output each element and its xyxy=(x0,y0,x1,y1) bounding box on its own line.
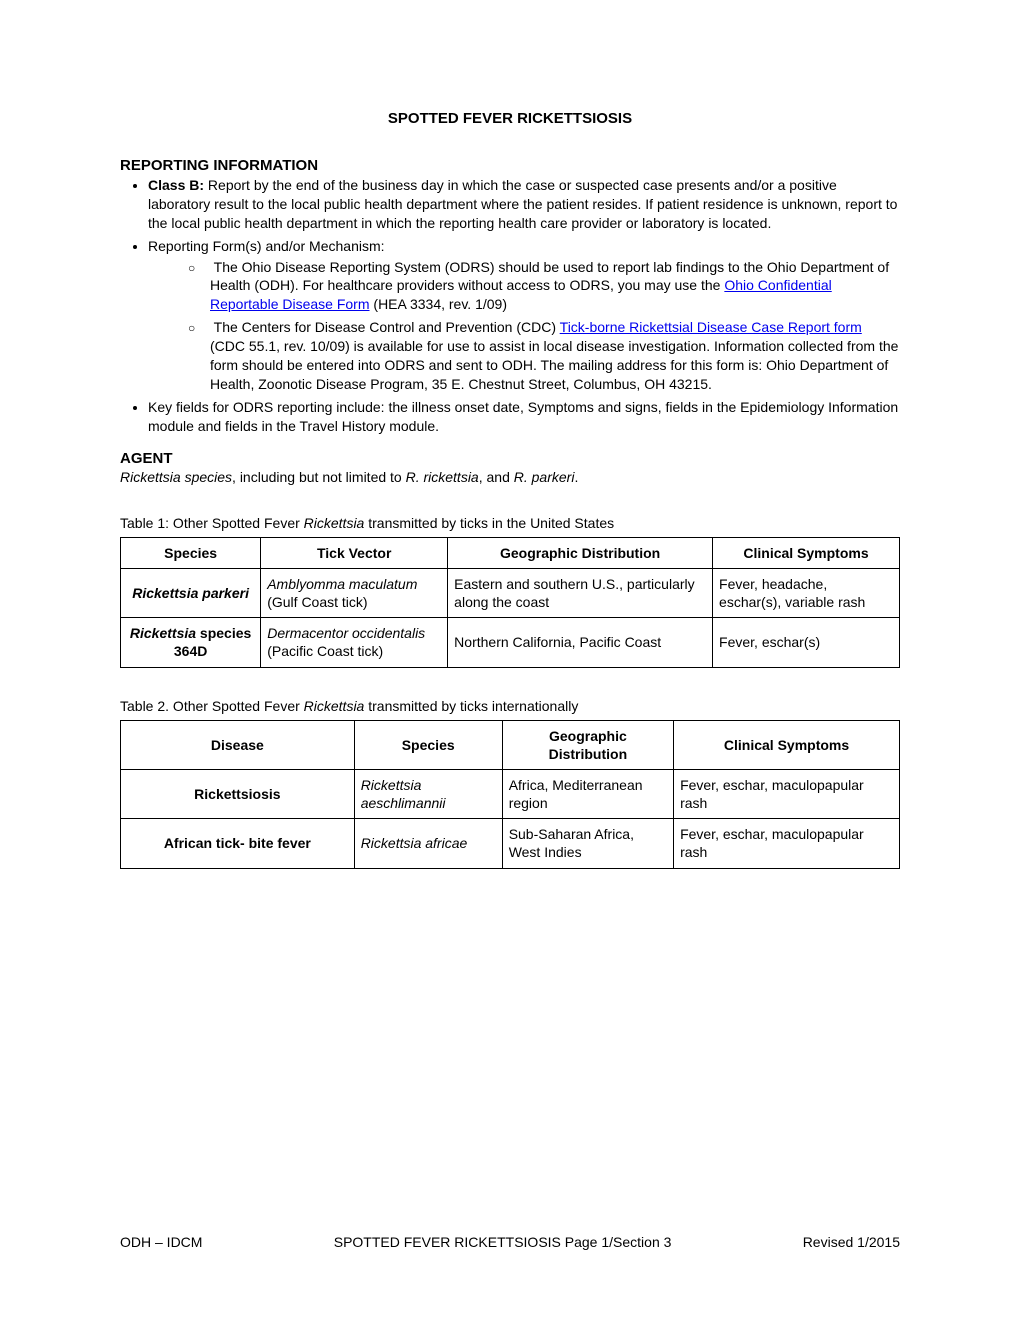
list-item: The Centers for Disease Control and Prev… xyxy=(188,318,900,394)
table-cell-geo: Northern California, Pacific Coast xyxy=(448,618,713,667)
reporting-forms-text: Reporting Form(s) and/or Mechanism: xyxy=(148,238,385,254)
table-header: Species xyxy=(121,537,261,568)
cdc-form-link[interactable]: Tick-borne Rickettsial Disease Case Repo… xyxy=(560,319,862,335)
page-footer: ODH – IDCM SPOTTED FEVER RICKETTSIOSIS P… xyxy=(120,1234,900,1250)
class-b-label: Class B: xyxy=(148,177,204,193)
table-header-row: Species Tick Vector Geographic Distribut… xyxy=(121,537,900,568)
document-page: SPOTTED FEVER RICKETTSIOSIS REPORTING IN… xyxy=(0,0,1020,1320)
agent-text: Rickettsia species, including but not li… xyxy=(120,469,900,485)
agent-mid-2: , and xyxy=(479,469,514,485)
cdc-text-pre: The Centers for Disease Control and Prev… xyxy=(214,319,560,335)
table-header: Geographic Distribution xyxy=(502,720,673,769)
table-header: Tick Vector xyxy=(261,537,448,568)
vector-italic: Dermacentor occidentalis xyxy=(267,625,425,641)
table-header: Clinical Symptoms xyxy=(713,537,900,568)
table1-caption: Table 1: Other Spotted Fever Rickettsia … xyxy=(120,515,900,531)
table-cell-symptoms: Fever, eschar, maculopapular rash xyxy=(674,769,900,818)
table2-caption-pre: Table 2. Other Spotted Fever xyxy=(120,698,304,714)
table2-caption-post: transmitted by ticks internationally xyxy=(364,698,578,714)
table-header: Disease xyxy=(121,720,355,769)
reporting-heading: REPORTING INFORMATION xyxy=(120,157,900,174)
table-row: Rickettsia parkeri Amblyomma maculatum (… xyxy=(121,568,900,617)
class-b-text: Report by the end of the business day in… xyxy=(148,177,897,231)
table-cell-species: Rickettsia aeschlimannii xyxy=(354,769,502,818)
agent-mid-1: , including but not limited to xyxy=(232,469,406,485)
table1-caption-italic: Rickettsia xyxy=(304,515,365,531)
species-name: Rickettsia parkeri xyxy=(132,585,249,601)
table-row: Rickettsiosis Rickettsia aeschlimannii A… xyxy=(121,769,900,818)
footer-left: ODH – IDCM xyxy=(120,1234,202,1250)
table-header-row: Disease Species Geographic Distribution … xyxy=(121,720,900,769)
table-cell-geo: Sub-Saharan Africa, West Indies xyxy=(502,819,673,868)
table-cell-disease: African tick- bite fever xyxy=(121,819,355,868)
table-cell-vector: Amblyomma maculatum (Gulf Coast tick) xyxy=(261,568,448,617)
table-cell-geo: Eastern and southern U.S., particularly … xyxy=(448,568,713,617)
species-italic: Rickettsia africae xyxy=(361,835,468,851)
vector-italic: Amblyomma maculatum xyxy=(267,576,417,592)
table-cell-species: Rickettsia parkeri xyxy=(121,568,261,617)
table2-caption-italic: Rickettsia xyxy=(304,698,365,714)
vector-rest: (Gulf Coast tick) xyxy=(267,594,367,610)
table-cell-species: Rickettsia species 364D xyxy=(121,618,261,667)
agent-italic-3: R. parkeri xyxy=(514,469,575,485)
table-cell-geo: Africa, Mediterranean region xyxy=(502,769,673,818)
table-row: African tick- bite fever Rickettsia afri… xyxy=(121,819,900,868)
table-header: Geographic Distribution xyxy=(448,537,713,568)
table-cell-vector: Dermacentor occidentalis (Pacific Coast … xyxy=(261,618,448,667)
agent-italic-2: R. rickettsia xyxy=(406,469,479,485)
footer-right: Revised 1/2015 xyxy=(803,1234,900,1250)
table-cell-symptoms: Fever, eschar, maculopapular rash xyxy=(674,819,900,868)
page-title: SPOTTED FEVER RICKETTSIOSIS xyxy=(120,110,900,127)
reporting-sublist: The Ohio Disease Reporting System (ODRS)… xyxy=(188,258,900,394)
table2: Disease Species Geographic Distribution … xyxy=(120,720,900,869)
list-item: Key fields for ODRS reporting include: t… xyxy=(148,398,900,436)
agent-italic-1: Rickettsia species xyxy=(120,469,232,485)
table-header: Clinical Symptoms xyxy=(674,720,900,769)
table2-caption: Table 2. Other Spotted Fever Rickettsia … xyxy=(120,698,900,714)
species-italic: Rickettsia xyxy=(130,625,196,641)
table-cell-symptoms: Fever, eschar(s) xyxy=(713,618,900,667)
list-item: Reporting Form(s) and/or Mechanism: The … xyxy=(148,237,900,394)
table-cell-species: Rickettsia africae xyxy=(354,819,502,868)
odrs-text-post: (HEA 3334, rev. 1/09) xyxy=(370,296,507,312)
list-item: Class B: Report by the end of the busine… xyxy=(148,176,900,233)
agent-heading: AGENT xyxy=(120,450,900,467)
key-fields-text: Key fields for ODRS reporting include: t… xyxy=(148,399,898,434)
table1-caption-pre: Table 1: Other Spotted Fever xyxy=(120,515,304,531)
reporting-list: Class B: Report by the end of the busine… xyxy=(148,176,900,436)
table1-caption-post: transmitted by ticks in the United State… xyxy=(364,515,614,531)
table1: Species Tick Vector Geographic Distribut… xyxy=(120,537,900,668)
table-cell-disease: Rickettsiosis xyxy=(121,769,355,818)
table-header: Species xyxy=(354,720,502,769)
list-item: The Ohio Disease Reporting System (ODRS)… xyxy=(188,258,900,315)
vector-rest: (Pacific Coast tick) xyxy=(267,643,383,659)
cdc-text-post: (CDC 55.1, rev. 10/09) is available for … xyxy=(210,338,898,392)
odrs-text-mid: you may use the xyxy=(618,277,725,293)
odrs-comma: , xyxy=(610,277,618,293)
table-row: Rickettsia species 364D Dermacentor occi… xyxy=(121,618,900,667)
species-italic: Rickettsia aeschlimannii xyxy=(361,777,446,811)
table-cell-symptoms: Fever, headache, eschar(s), variable ras… xyxy=(713,568,900,617)
agent-end: . xyxy=(574,469,578,485)
footer-center: SPOTTED FEVER RICKETTSIOSIS Page 1/Secti… xyxy=(334,1234,672,1250)
